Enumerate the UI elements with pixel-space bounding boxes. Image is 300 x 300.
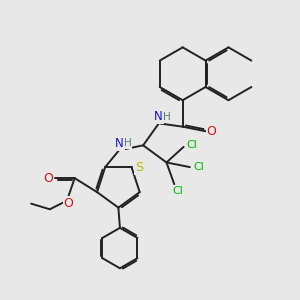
Text: O: O <box>64 197 74 211</box>
Text: N: N <box>115 137 124 150</box>
Text: O: O <box>44 172 53 184</box>
Text: Cl: Cl <box>172 186 183 196</box>
Text: H: H <box>124 138 131 148</box>
Text: Cl: Cl <box>187 140 198 150</box>
Text: S: S <box>135 160 143 174</box>
Text: O: O <box>207 125 217 138</box>
Text: Cl: Cl <box>193 162 204 172</box>
Text: N: N <box>154 110 163 123</box>
Text: H: H <box>163 112 170 122</box>
